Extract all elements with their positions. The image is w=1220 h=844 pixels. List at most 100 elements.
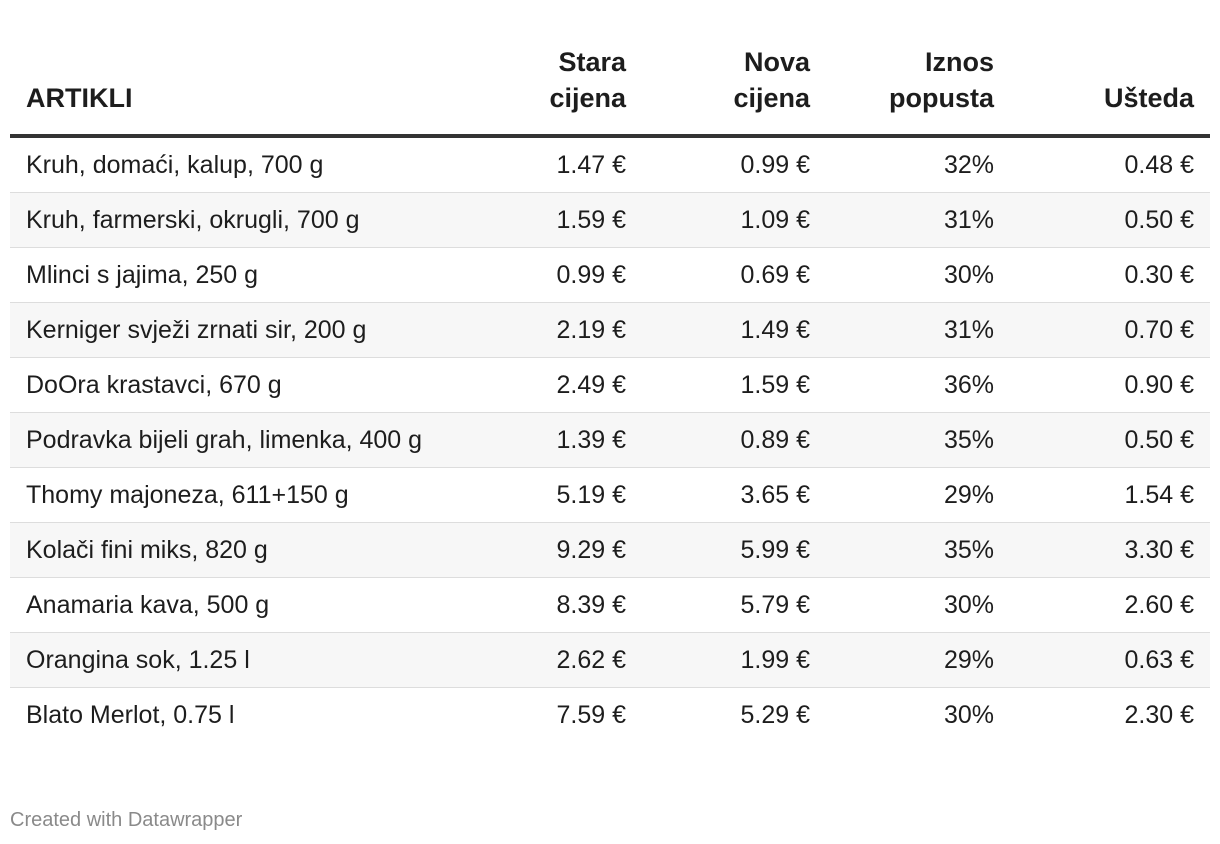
cell-item-text: Podravka bijeli grah, limenka, 400 g [26,426,423,454]
cell-old-price: 9.29 € [458,522,642,578]
cell-item: Thomy majoneza, 611+150 g [10,467,458,523]
cell-discount-text: 29% [943,481,994,509]
table-row: Thomy majoneza, 611+150 g 5.19 € 3.65 € 29%… [10,467,1210,523]
datawrapper-credit[interactable]: Created with Datawrapper [10,809,243,831]
cell-old-price: 7.59 € [458,688,642,743]
cell-old-price: 5.19 € [458,467,642,523]
column-header-old-price-line-2: cijena [549,83,626,113]
column-header-new-price[interactable]: Nova cijena [642,44,826,138]
cell-new-price: 5.79 € [642,577,826,633]
cell-new-price: 0.99 € [642,136,826,193]
cell-saving: 0.48 € [1010,136,1210,193]
cell-discount-text: 30% [943,701,994,729]
cell-discount: 31% [826,302,1010,358]
cell-saving-text: 3.30 € [1124,536,1194,564]
table-header: ARTIKLI Stara cijena Nova cijena Iznos p… [10,44,1210,138]
cell-discount: 29% [826,467,1010,523]
cell-item: Blato Merlot, 0.75 l [10,688,458,743]
cell-saving-text: 0.50 € [1124,206,1194,234]
cell-saving: 0.30 € [1010,247,1210,303]
cell-item: DoOra krastavci, 670 g [10,357,458,413]
cell-saving: 0.90 € [1010,357,1210,413]
cell-discount: 30% [826,688,1010,743]
cell-old-price-text: 1.47 € [556,151,626,179]
cell-new-price-text: 0.99 € [740,151,810,179]
cell-new-price-text: 0.69 € [740,261,810,289]
cell-saving-text: 0.30 € [1124,261,1194,289]
cell-saving: 0.50 € [1010,192,1210,248]
column-header-discount[interactable]: Iznos popusta [826,44,1010,138]
cell-discount-text: 36% [943,371,994,399]
table-row: Kruh, farmerski, okrugli, 700 g 1.59 € 1.0… [10,192,1210,248]
cell-saving: 0.70 € [1010,302,1210,358]
table-row: DoOra krastavci, 670 g 2.49 € 1.59 € 36% 0.9… [10,357,1210,413]
cell-old-price-text: 8.39 € [556,591,626,619]
cell-item-text: Thomy majoneza, 611+150 g [26,481,349,509]
cell-discount: 30% [826,577,1010,633]
table-row: Kerniger svježi zrnati sir, 200 g 2.19 € 1… [10,302,1210,358]
column-header-item-label: ARTIKLI [26,83,133,113]
cell-old-price: 1.47 € [458,136,642,193]
column-header-discount-line-1: Iznos [924,47,994,77]
cell-item-text: Kruh, domaći, kalup, 700 g [26,151,324,179]
cell-old-price: 1.59 € [458,192,642,248]
cell-item: Podravka bijeli grah, limenka, 400 g [10,412,458,468]
cell-old-price: 2.19 € [458,302,642,358]
cell-old-price-text: 2.19 € [556,316,626,344]
cell-saving-text: 0.70 € [1124,316,1194,344]
cell-discount-text: 31% [943,316,994,344]
cell-new-price-text: 0.89 € [740,426,810,454]
cell-new-price: 0.89 € [642,412,826,468]
cell-new-price: 1.59 € [642,357,826,413]
cell-old-price-text: 0.99 € [556,261,626,289]
column-header-saving[interactable]: Ušteda [1010,44,1210,138]
table-row: Podravka bijeli grah, limenka, 400 g 1.39… [10,412,1210,468]
cell-new-price-text: 5.99 € [740,536,810,564]
table-row: Kolači fini miks, 820 g 9.29 € 5.99 € 35% 3.… [10,522,1210,578]
cell-item: Kerniger svježi zrnati sir, 200 g [10,302,458,358]
column-header-item[interactable]: ARTIKLI [10,44,458,138]
cell-new-price: 5.99 € [642,522,826,578]
cell-new-price-text: 5.79 € [740,591,810,619]
cell-discount: 32% [826,136,1010,193]
price-table: ARTIKLI Stara cijena Nova cijena Iznos p… [10,44,1210,742]
column-header-new-price-line-2: cijena [733,83,810,113]
cell-old-price-text: 1.59 € [556,206,626,234]
cell-saving-text: 0.63 € [1124,646,1194,674]
cell-item-text: Mlinci s jajima, 250 g [26,261,259,289]
cell-saving: 0.50 € [1010,412,1210,468]
cell-item-text: DoOra krastavci, 670 g [26,371,282,399]
cell-new-price-text: 1.59 € [740,371,810,399]
cell-new-price: 0.69 € [642,247,826,303]
column-header-old-price[interactable]: Stara cijena [458,44,642,138]
cell-old-price-text: 7.59 € [556,701,626,729]
table-body: Kruh, domaći, kalup, 700 g 1.47 € 0.99 € 32… [10,136,1210,742]
cell-new-price: 1.49 € [642,302,826,358]
cell-item-text: Anamaria kava, 500 g [26,591,270,619]
cell-saving: 2.60 € [1010,577,1210,633]
table-row: Anamaria kava, 500 g 8.39 € 5.79 € 30% 2.60 … [10,577,1210,633]
cell-discount-text: 30% [943,591,994,619]
cell-item-text: Kruh, farmerski, okrugli, 700 g [26,206,360,234]
cell-new-price-text: 5.29 € [740,701,810,729]
cell-saving-text: 0.90 € [1124,371,1194,399]
cell-old-price-text: 2.62 € [556,646,626,674]
cell-saving: 2.30 € [1010,688,1210,743]
cell-discount: 35% [826,522,1010,578]
cell-saving-text: 2.30 € [1124,701,1194,729]
table-row: Blato Merlot, 0.75 l 7.59 € 5.29 € 30% 2.30 … [10,688,1210,743]
column-header-old-price-line-1: Stara [558,47,626,77]
cell-discount-text: 35% [943,536,994,564]
cell-item-text: Blato Merlot, 0.75 l [26,701,235,729]
cell-discount-text: 35% [943,426,994,454]
cell-new-price: 5.29 € [642,688,826,743]
cell-discount: 30% [826,247,1010,303]
cell-item-text: Orangina sok, 1.25 l [26,646,250,674]
cell-old-price: 1.39 € [458,412,642,468]
cell-saving: 1.54 € [1010,467,1210,523]
cell-item: Kolači fini miks, 820 g [10,522,458,578]
cell-discount-text: 31% [943,206,994,234]
cell-discount-text: 32% [943,151,994,179]
header-row: ARTIKLI Stara cijena Nova cijena Iznos p… [10,44,1210,138]
cell-item: Orangina sok, 1.25 l [10,632,458,688]
